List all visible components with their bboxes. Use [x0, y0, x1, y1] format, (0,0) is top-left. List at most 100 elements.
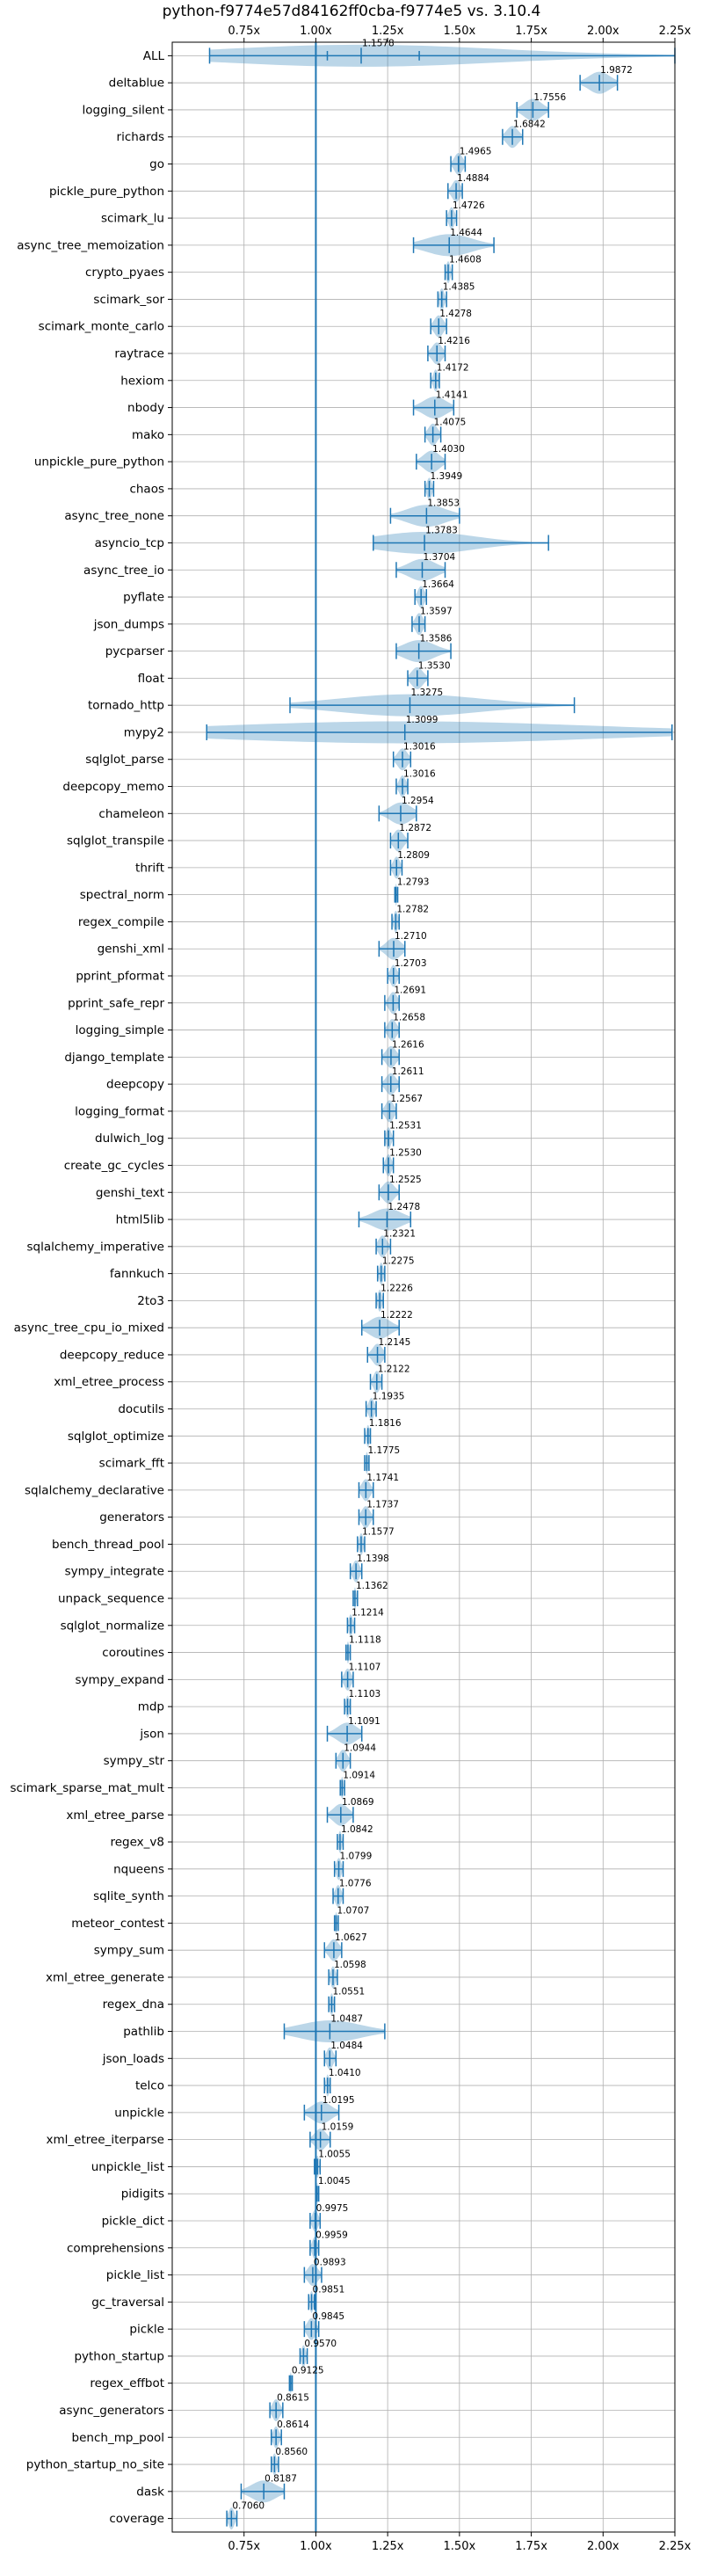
benchmark-label: deepcopy_memo	[62, 780, 164, 794]
mean-value-label: 1.0045	[318, 2176, 351, 2187]
benchmark-label: asyncio_tcp	[95, 536, 164, 550]
benchmark-label: pickle_list	[106, 2268, 164, 2282]
benchmark-label: pycparser	[105, 644, 165, 659]
mean-value-label: 1.2145	[379, 1337, 411, 1348]
x-tick-label-bottom: 2.00x	[587, 2540, 620, 2553]
benchmark-label: scimark_sor	[93, 293, 164, 307]
mean-value-label: 1.2710	[395, 931, 427, 942]
mean-value-label: 1.0799	[340, 1852, 373, 1862]
benchmark-label: sqlglot_transpile	[67, 834, 164, 848]
x-tick-label-bottom: 0.75x	[228, 2540, 260, 2553]
benchmark-label: logging_format	[75, 1104, 164, 1118]
mean-value-label: 1.6842	[513, 120, 546, 130]
benchmark-label: regex_compile	[78, 915, 164, 929]
mean-value-label: 1.4385	[443, 281, 475, 292]
benchmark-label: regex_effbot	[90, 2376, 164, 2390]
benchmark-label: pickle_pure_python	[49, 185, 164, 199]
benchmark-label: nbody	[127, 401, 164, 415]
benchmark-label: pathlib	[123, 2025, 164, 2039]
benchmark-label: coroutines	[102, 1646, 164, 1660]
benchmark-label: unpack_sequence	[58, 1592, 164, 1606]
mean-value-label: 1.4726	[453, 200, 485, 211]
mean-value-label: 1.2782	[396, 904, 429, 914]
benchmark-label: crypto_pyaes	[85, 266, 164, 280]
x-tick-label-top: 1.25x	[372, 25, 404, 38]
benchmark-label: richards	[117, 130, 164, 144]
mean-value-label: 1.2525	[389, 1175, 422, 1185]
x-tick-label-top: 2.25x	[659, 25, 692, 38]
benchmark-label: logging_simple	[76, 1023, 164, 1037]
mean-value-label: 1.0914	[343, 1770, 375, 1780]
mean-value-label: 1.2122	[378, 1364, 410, 1375]
benchmark-label: scimark_monte_carlo	[39, 320, 164, 334]
mean-value-label: 0.9125	[292, 2366, 324, 2376]
mean-value-label: 1.3586	[420, 634, 453, 644]
mean-value-label: 1.3597	[420, 607, 453, 617]
benchmark-label: unpickle_pure_python	[34, 455, 164, 469]
mean-value-label: 1.3783	[425, 525, 458, 535]
mean-value-label: 1.1737	[366, 1500, 399, 1510]
mean-value-label: 1.1578	[362, 38, 395, 48]
benchmark-label: scimark_fft	[99, 1457, 164, 1471]
mean-value-label: 1.1775	[367, 1445, 400, 1456]
benchmark-label: go	[149, 157, 164, 171]
benchmark-label: xml_etree_process	[54, 1375, 164, 1389]
mean-value-label: 1.2809	[397, 850, 430, 861]
benchmark-label: create_gc_cycles	[64, 1159, 164, 1173]
benchmark-label: sqlglot_normalize	[61, 1619, 164, 1633]
mean-value-label: 1.0842	[341, 1824, 373, 1835]
benchmark-label: pidigits	[121, 2187, 164, 2201]
mean-value-label: 1.3949	[431, 471, 463, 482]
benchmark-label: docutils	[118, 1402, 164, 1416]
benchmark-label: sympy_expand	[75, 1673, 164, 1687]
mean-value-label: 1.2611	[392, 1066, 424, 1077]
benchmark-label: sympy_integrate	[65, 1565, 164, 1579]
benchmark-label: sqlglot_parse	[85, 753, 164, 767]
benchmark-label: tornado_http	[88, 699, 164, 713]
benchmark-label: python_startup_no_site	[26, 2458, 164, 2472]
mean-value-label: 1.2478	[388, 1202, 420, 1212]
mean-value-label: 1.1091	[348, 1716, 380, 1727]
x-tick-label-bottom: 1.25x	[372, 2540, 404, 2553]
benchmark-label: async_generators	[59, 2404, 164, 2418]
benchmark-label: scimark_sparse_mat_mult	[11, 1781, 164, 1795]
mean-value-label: 0.9851	[313, 2284, 345, 2295]
benchmark-label: dask	[136, 2485, 164, 2499]
mean-value-label: 1.2531	[389, 1121, 422, 1132]
mean-value-label: 1.2872	[399, 823, 431, 833]
benchmark-label: sympy_str	[104, 1754, 165, 1768]
x-tick-label-top: 2.00x	[587, 25, 620, 38]
mean-value-label: 1.0869	[342, 1797, 374, 1808]
benchmark-label: deepcopy_reduce	[60, 1348, 164, 1362]
mean-value-label: 1.1362	[356, 1581, 388, 1591]
x-tick-label-top: 1.50x	[444, 25, 476, 38]
mean-value-label: 0.8615	[277, 2392, 309, 2403]
benchmark-label: unpickle_list	[91, 2160, 164, 2174]
benchmark-label: chaos	[129, 482, 164, 496]
mean-value-label: 1.0195	[323, 2095, 355, 2106]
benchmark-label: xml_etree_generate	[46, 1970, 164, 1984]
grid-layer	[172, 42, 676, 2532]
mean-value-label: 1.4608	[449, 255, 482, 266]
mean-value-label: 1.2321	[383, 1229, 416, 1240]
benchmark-label: sqlalchemy_imperative	[27, 1240, 165, 1254]
benchmark-label: django_template	[64, 1051, 164, 1065]
mean-value-label: 1.0627	[335, 1932, 367, 1943]
mean-value-label: 1.3664	[422, 579, 454, 590]
benchmark-label: hexiom	[120, 374, 164, 388]
benchmark-label: sqlglot_optimize	[68, 1430, 164, 1444]
mean-value-label: 1.2275	[382, 1256, 415, 1267]
mean-value-label: 0.7060	[232, 2501, 265, 2512]
x-tick-label-bottom: 1.75x	[515, 2540, 547, 2553]
benchmark-label: generators	[99, 1510, 164, 1524]
benchmark-label: regex_dna	[103, 1997, 164, 2012]
benchmark-label: meteor_contest	[71, 1917, 164, 1931]
mean-value-label: 0.8614	[277, 2420, 309, 2430]
benchmark-label: json	[139, 1727, 164, 1741]
benchmark-label: async_tree_none	[64, 509, 164, 523]
mean-value-label: 1.2226	[380, 1283, 413, 1293]
mean-value-label: 1.1107	[349, 1662, 381, 1672]
benchmark-label: pickle_dict	[102, 2215, 164, 2229]
benchmark-label: async_tree_memoization	[17, 238, 164, 252]
benchmark-label: 2to3	[137, 1294, 164, 1308]
